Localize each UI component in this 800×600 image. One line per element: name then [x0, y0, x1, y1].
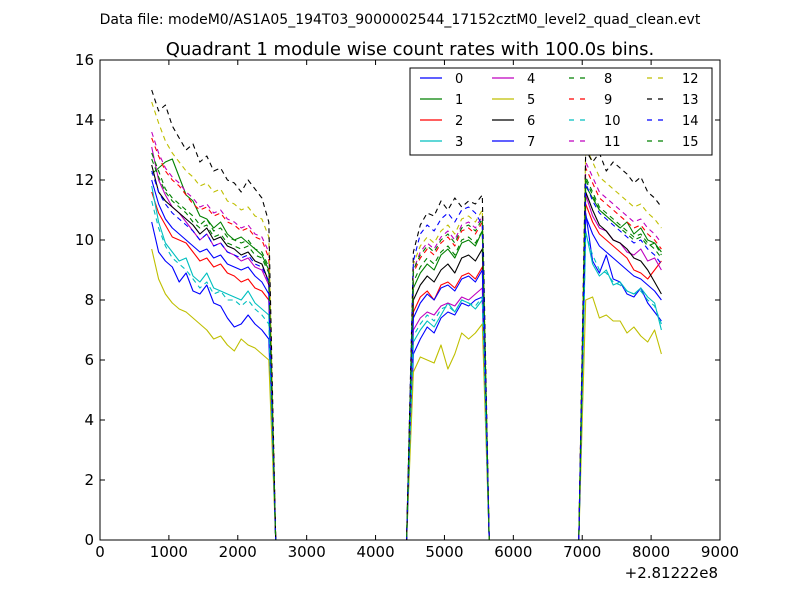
- legend-label-7: 7: [527, 135, 535, 150]
- x-tick-label: 9000: [701, 543, 739, 561]
- legend-label-2: 2: [455, 114, 463, 129]
- y-tick-label: 4: [84, 411, 94, 429]
- x-tick-label: 7000: [563, 543, 601, 561]
- x-tick-label: 6000: [494, 543, 532, 561]
- legend-label-12: 12: [682, 72, 699, 87]
- x-tick-label: 5000: [425, 543, 463, 561]
- y-tick-label: 2: [84, 471, 94, 489]
- x-tick-label: 4000: [356, 543, 394, 561]
- x-tick-label: 3000: [288, 543, 326, 561]
- y-tick-label: 0: [84, 531, 94, 549]
- legend-label-13: 13: [682, 93, 699, 108]
- chart-title: Quadrant 1 module wise count rates with …: [166, 39, 655, 60]
- legend-label-1: 1: [455, 93, 463, 108]
- legend-label-10: 10: [604, 114, 621, 129]
- x-offset-label: +2.81222e8: [625, 564, 718, 582]
- plot-area: 0 1000 2000 3000 4000 5000 6000 7000 8000 9000 0 2 4…: [75, 51, 739, 561]
- x-tick-label: 8000: [632, 543, 670, 561]
- legend-label-6: 6: [527, 114, 535, 129]
- series-line-9: [151, 137, 662, 541]
- legend-label-5: 5: [527, 93, 535, 108]
- y-tick-label: 16: [75, 51, 94, 69]
- y-tick-label: 12: [75, 171, 94, 189]
- data-file-header: Data file: modeM0/AS1A05_194T03_90000025…: [100, 12, 701, 28]
- legend-label-11: 11: [604, 135, 621, 150]
- legend-label-14: 14: [682, 114, 699, 129]
- x-tick-label: 2000: [219, 543, 257, 561]
- legend-label-0: 0: [455, 72, 463, 87]
- x-tick-label: 0: [95, 543, 105, 561]
- x-tick-label: 1000: [150, 543, 188, 561]
- legend-label-3: 3: [455, 135, 463, 150]
- y-tick-label: 6: [84, 351, 94, 369]
- legend-label-9: 9: [604, 93, 612, 108]
- legend-label-8: 8: [604, 72, 612, 87]
- legend-label-4: 4: [527, 72, 535, 87]
- legend-label-15: 15: [682, 135, 699, 150]
- series-line-14: [151, 170, 662, 541]
- series-line-10: [151, 200, 662, 541]
- y-tick-label: 10: [75, 231, 94, 249]
- tick-layer: 0 1000 2000 3000 4000 5000 6000 7000 8000 9000 0 2 4…: [75, 51, 739, 561]
- y-tick-label: 14: [75, 111, 94, 129]
- y-tick-label: 8: [84, 291, 94, 309]
